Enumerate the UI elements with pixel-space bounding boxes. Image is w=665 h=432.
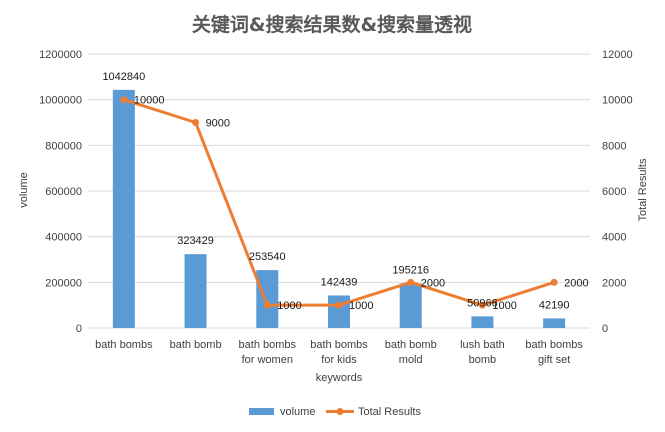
x-category-label: bath bombs for women [239, 339, 297, 366]
left-tick-label: 400000 [45, 232, 82, 244]
volume-data-label: 253540 [249, 251, 286, 263]
total-results-data-label: 2000 [564, 277, 588, 289]
x-category-line: bath bomb [170, 339, 222, 351]
x-category-line: bath bombs [525, 339, 583, 351]
x-category-label: bath bomb [170, 339, 222, 351]
total-results-point [192, 119, 200, 126]
total-results-point [120, 96, 128, 104]
y2-axis-title: Total Results [637, 158, 649, 221]
volume-data-label: 195216 [392, 264, 429, 276]
x-category-label: bath bombs for kids [310, 339, 368, 366]
right-tick-label: 6000 [602, 186, 626, 198]
left-tick-label: 600000 [45, 186, 82, 198]
right-tick-label: 2000 [602, 277, 626, 289]
y-axis-title: volume [18, 172, 30, 207]
right-tick-label: 8000 [602, 140, 626, 152]
legend-swatch-volume [249, 408, 274, 415]
x-category-line: for women [242, 354, 293, 366]
x-category-line: for kids [321, 354, 357, 366]
volume-data-label: 50966 [467, 297, 498, 309]
volume-bar [471, 316, 494, 328]
total-results-point [550, 278, 558, 286]
legend-label-total-results: Total Results [358, 406, 421, 418]
x-category-line: bath bombs [95, 339, 153, 351]
left-tick-label: 1200000 [39, 49, 82, 61]
right-tick-label: 0 [602, 323, 608, 335]
x-category-line: bath bombs [239, 339, 297, 351]
x-axis-categories: bath bombs bath bomb bath bombs for womenba… [95, 339, 583, 366]
x-category-line: bath bomb [385, 339, 437, 351]
data-labels: 1042840 323429 253540 142439 195216 50966 4219… [102, 71, 588, 312]
legend: volume Total Results [249, 406, 421, 418]
x-category-line: gift set [538, 354, 570, 366]
left-tick-label: 200000 [45, 277, 82, 289]
x-category-label: lush bath bomb [460, 339, 505, 366]
total-results-data-label: 1000 [492, 300, 516, 312]
volume-data-label: 1042840 [102, 71, 145, 83]
legend-swatch-total-results-marker [336, 408, 344, 415]
left-tick-label: 800000 [45, 140, 82, 152]
total-results-data-label: 1000 [349, 300, 373, 312]
right-tick-label: 4000 [602, 232, 626, 244]
x-category-line: mold [399, 354, 423, 366]
volume-bar [112, 89, 135, 329]
left-tick-label: 1000000 [39, 95, 82, 107]
x-category-label: bath bombs [95, 339, 153, 351]
legend-label-volume: volume [280, 406, 315, 418]
right-tick-label: 10000 [602, 95, 633, 107]
left-tick-label: 0 [76, 323, 82, 335]
total-results-data-label: 1000 [277, 300, 301, 312]
chart-title: 关键词&搜索结果数&搜索量透视 [192, 13, 472, 36]
x-category-line: bath bombs [310, 339, 368, 351]
total-results-point [263, 301, 271, 309]
volume-bar [184, 254, 207, 328]
volume-bar [543, 318, 566, 328]
total-results-point [478, 301, 486, 309]
right-tick-label: 12000 [602, 49, 633, 61]
total-results-data-label: 9000 [206, 118, 230, 130]
gridlines [88, 53, 590, 329]
volume-data-label: 42190 [539, 299, 570, 311]
total-results-point [335, 301, 343, 309]
volume-bar [399, 283, 422, 328]
right-axis-ticks: 0 2000 4000 6000 8000 10000 12000 [602, 49, 633, 335]
volume-data-label: 323429 [177, 235, 214, 247]
left-axis-ticks: 0 200000 400000 600000 800000 1000000 1200000 [39, 49, 82, 335]
total-results-data-label: 10000 [134, 95, 165, 107]
volume-bar [256, 270, 279, 328]
x-category-line: lush bath [460, 339, 505, 351]
x-category-label: bath bomb mold [385, 339, 437, 366]
total-results-point [407, 278, 415, 286]
total-results-data-label: 2000 [421, 277, 445, 289]
volume-bar [328, 295, 350, 328]
x-axis-title: keywords [316, 372, 363, 384]
volume-data-label: 142439 [321, 276, 358, 288]
x-category-label: bath bombs gift set [525, 339, 583, 366]
total-results-line [120, 96, 558, 309]
x-category-line: bomb [469, 354, 497, 366]
